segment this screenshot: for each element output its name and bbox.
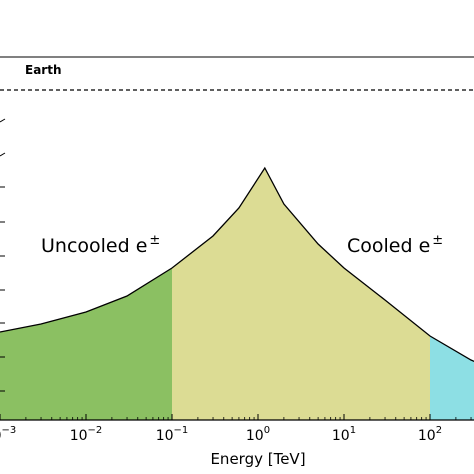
x-tick-label: 10−1 (156, 425, 189, 444)
x-tick-label: 102 (418, 425, 442, 444)
spectrum-regions (0, 168, 474, 420)
region-2 (430, 336, 474, 420)
region-1 (172, 168, 430, 420)
cooled-label: Cooled e ± (347, 233, 443, 257)
x-axis-label: Energy [TeV] (210, 450, 305, 468)
spectrum-curve (0, 166, 474, 363)
x-axis-ticks: 10−3 10−2 10−1 100 101 102 (0, 414, 472, 444)
earth-label: Earth (25, 63, 62, 77)
region-0 (0, 268, 172, 420)
left-axis-marks (0, 118, 6, 392)
x-tick-label: 100 (246, 425, 270, 444)
x-tick-label: 10−2 (70, 425, 103, 444)
x-tick-label: 10−3 (0, 425, 16, 444)
uncooled-label: Uncooled e ± (41, 233, 160, 257)
x-tick-label: 101 (332, 425, 356, 444)
